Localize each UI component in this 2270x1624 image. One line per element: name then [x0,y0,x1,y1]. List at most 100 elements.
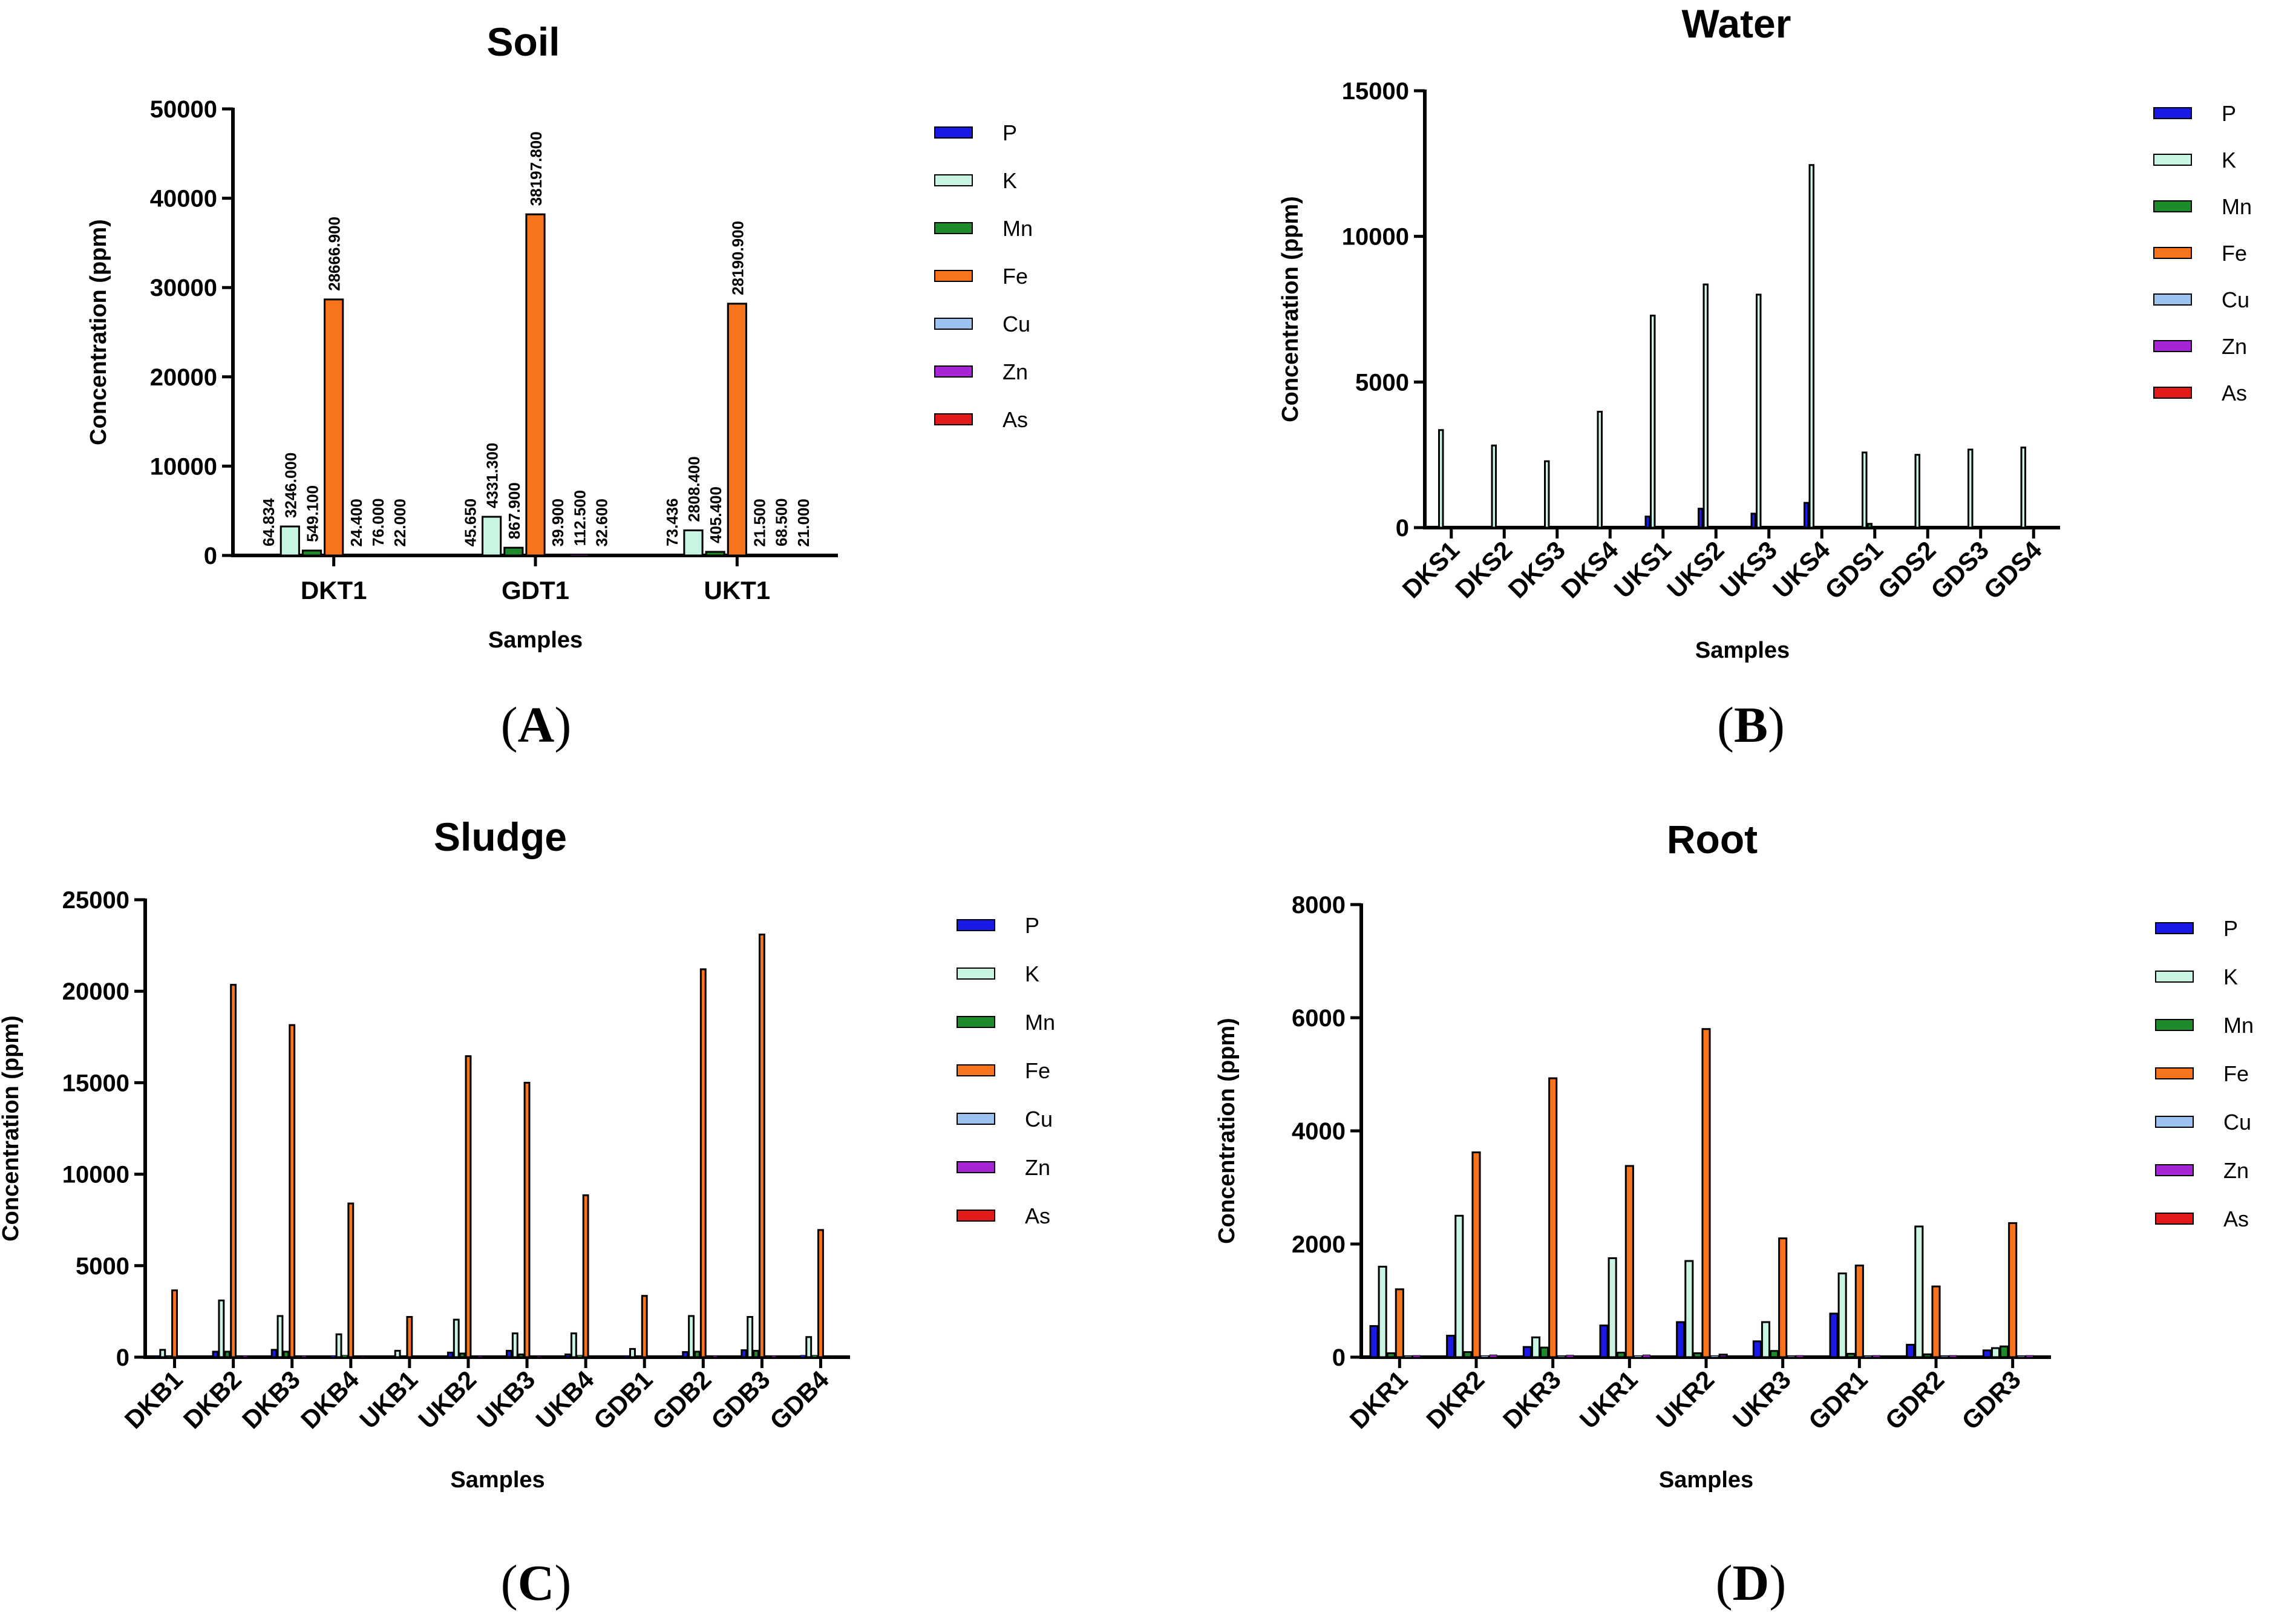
soil-ytick-label: 20000 [150,364,217,391]
sludge-bar-p-dkb4 [330,1355,336,1358]
water-xtick-label: UKS3 [1715,535,1782,603]
sludge-bar-k-gdb4 [805,1336,813,1358]
sludge-bar-k-ukb1 [394,1349,401,1358]
root-ytick-label: 8000 [1292,892,1346,918]
sludge-legend-label-as: As [1025,1203,1050,1228]
soil-bar-mn-ukt1 [705,551,725,557]
sludge-bar-fe-dkb3 [289,1024,296,1358]
root-ytick-label: 4000 [1292,1118,1346,1145]
root-bar-cu-gdr3 [2017,1355,2026,1358]
sludge-legend-swatch-cu [957,1113,995,1125]
sludge-bar-p-ukb4 [564,1353,571,1358]
root-x-label: Samples [1659,1467,1753,1493]
sludge-bar-p-gdb2 [682,1351,689,1358]
root-bar-p-dkr2 [1446,1334,1456,1358]
sludge-y-label: Concentration (ppm) [0,1015,24,1242]
sludge-bar-mn-dkb2 [224,1351,231,1358]
root-bar-zn-ukr1 [1642,1354,1651,1358]
sludge-bar-mn-dkb3 [283,1351,290,1358]
water-legend-swatch-cu [2153,293,2192,306]
sludge-bar-k-gdb2 [688,1315,695,1358]
root-bar-k-gdr2 [1914,1225,1924,1358]
root-bar-mn-ukr3 [1770,1350,1779,1358]
sludge-xtick-label: UKB2 [413,1365,482,1434]
root-bar-k-dkr2 [1454,1214,1464,1358]
root-legend-swatch-mn [2155,1019,2194,1031]
root-xtick-label: UKR3 [1727,1365,1796,1434]
root-bar-k-dkr1 [1378,1265,1387,1358]
sludge-bar-mn-dkb1 [166,1355,172,1358]
water-bar-mn-uks4 [1814,526,1819,528]
sludge-bar-zn-ukb3 [536,1355,542,1358]
water-xtick-label: DKS2 [1450,535,1517,603]
root-bar-fe-dkr1 [1395,1288,1404,1358]
root-bar-zn-dkr1 [1412,1355,1421,1358]
root-bar-cu-ukr2 [1710,1355,1719,1358]
soil-legend-swatch-as [934,413,973,425]
soil-bar-zn-gdt1 [569,554,589,556]
sludge-bar-fe-ukb1 [406,1315,413,1358]
water-title: Water [1682,1,1791,46]
root-legend-label-as: As [2223,1207,2249,1231]
water-xtick-label: GDS4 [1978,535,2048,605]
sludge-xtick-label: GDB1 [588,1365,658,1435]
sludge-bar-p-ukb2 [446,1351,454,1358]
root-legend-label-k: K [2223,964,2238,989]
water-legend-label-as: As [2222,381,2247,405]
soil-bar-k-dkt1 [280,525,300,557]
water-xtick-label: GDS3 [1925,535,1994,604]
root-xtick-label: GDR3 [1956,1365,2026,1435]
soil-data-label: 22.000 [391,499,409,547]
panel-label-a: (A) [500,697,572,753]
soil-y-label: Concentration (ppm) [86,219,111,445]
root-bar-fe-gdr2 [1931,1285,1941,1358]
water-bar-k-gds1 [1862,451,1868,529]
root-ytick-label: 0 [1332,1344,1346,1371]
water-bar-mn-gds1 [1866,523,1873,529]
soil-bar-k-ukt1 [683,529,704,557]
soil-data-label: 45.650 [461,499,479,547]
water-xtick-label: GDS1 [1819,535,1888,604]
soil-legend-swatch-zn [934,365,973,378]
soil-ytick-label: 0 [204,543,217,569]
panel-label-b: (B) [1717,697,1785,753]
root-bar-k-gdr3 [1990,1347,2001,1358]
sludge-bar-p-gdb1 [624,1355,630,1358]
root-bar-mn-dkr1 [1386,1352,1396,1358]
water-bar-k-dks3 [1544,460,1550,529]
sludge-bar-k-ukb3 [511,1332,518,1358]
root-bar-fe-dkr2 [1471,1151,1481,1358]
sludge-bar-mn-ukb4 [577,1355,583,1358]
water-x-label: Samples [1695,638,1790,663]
water-legend-swatch-as [2153,387,2192,399]
soil-data-label: 21.500 [751,499,769,547]
water-bar-p-gds1 [1857,526,1862,528]
sludge-bar-fe-ukb2 [465,1055,472,1358]
root-bar-p-gdr2 [1906,1343,1915,1358]
root-y-label: Concentration (ppm) [1214,1018,1240,1244]
sludge-xtick-label: UKB4 [530,1365,600,1435]
root-xtick-label: DKR3 [1497,1365,1566,1434]
soil-data-label: 76.000 [369,498,387,546]
root-bar-cu-dkr1 [1404,1355,1412,1358]
water-legend-label-cu: Cu [2222,287,2249,312]
root-bar-zn-dkr3 [1566,1355,1574,1358]
soil-xtick-label: UKT1 [704,576,770,604]
sludge-ytick-label: 25000 [62,887,129,914]
sludge-bar-p-gdb4 [800,1355,806,1358]
soil-data-label: 112.500 [571,490,589,546]
soil-x-label: Samples [488,627,583,653]
root-bar-k-ukr2 [1684,1260,1694,1358]
water-legend-label-k: K [2222,148,2236,172]
sludge-bar-fe-dkb2 [230,984,237,1358]
sludge-bar-mn-gdb3 [753,1349,759,1358]
sludge-x-label: Samples [450,1467,545,1493]
soil-bar-fe-dkt1 [324,298,344,557]
soil-data-label: 32.600 [593,499,611,547]
sludge-bar-k-gdb1 [629,1347,636,1358]
root-bar-cu-ukr1 [1634,1355,1642,1358]
sludge-xtick-label: UKB3 [471,1365,540,1434]
panel-label-c: (C) [500,1555,572,1611]
soil-data-label: 21.000 [794,499,813,547]
sludge-legend-swatch-p [957,919,995,931]
